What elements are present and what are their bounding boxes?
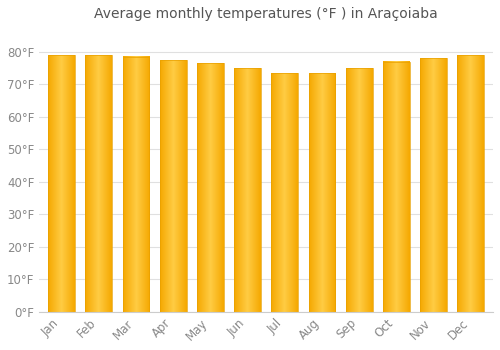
Bar: [383, 62, 409, 312]
Bar: [122, 57, 150, 312]
Title: Average monthly temperatures (°F ) in Araçoiaba: Average monthly temperatures (°F ) in Ar…: [94, 7, 438, 21]
Bar: [234, 68, 261, 312]
Bar: [86, 55, 112, 312]
Bar: [272, 73, 298, 312]
Bar: [197, 63, 224, 312]
Bar: [308, 73, 336, 312]
Bar: [420, 58, 447, 312]
Bar: [160, 60, 186, 312]
Bar: [458, 55, 484, 312]
Bar: [346, 68, 372, 312]
Bar: [48, 55, 75, 312]
